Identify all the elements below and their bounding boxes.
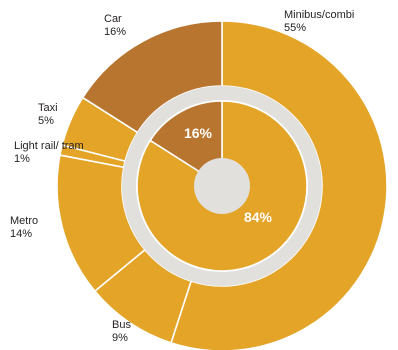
label-taxi: Taxi 5%	[38, 102, 61, 127]
outer-labels: Minibus/combi 55% Car 16% Taxi 5% Light …	[10, 9, 357, 344]
label-car: Car 16%	[104, 13, 126, 38]
ring-separator	[122, 86, 322, 286]
inner-label-public: 84%	[244, 209, 273, 225]
label-metro: Metro 14%	[10, 215, 41, 240]
label-light-rail: Light rail/ tram 1%	[14, 140, 87, 165]
inner-labels: 16% 84%	[184, 125, 273, 225]
outer-ring	[56, 20, 388, 350]
label-bus: Bus 9%	[112, 319, 134, 344]
inner-label-private: 16%	[184, 125, 213, 141]
center-hole	[194, 158, 250, 214]
label-minibus: Minibus/combi 55%	[284, 9, 357, 34]
